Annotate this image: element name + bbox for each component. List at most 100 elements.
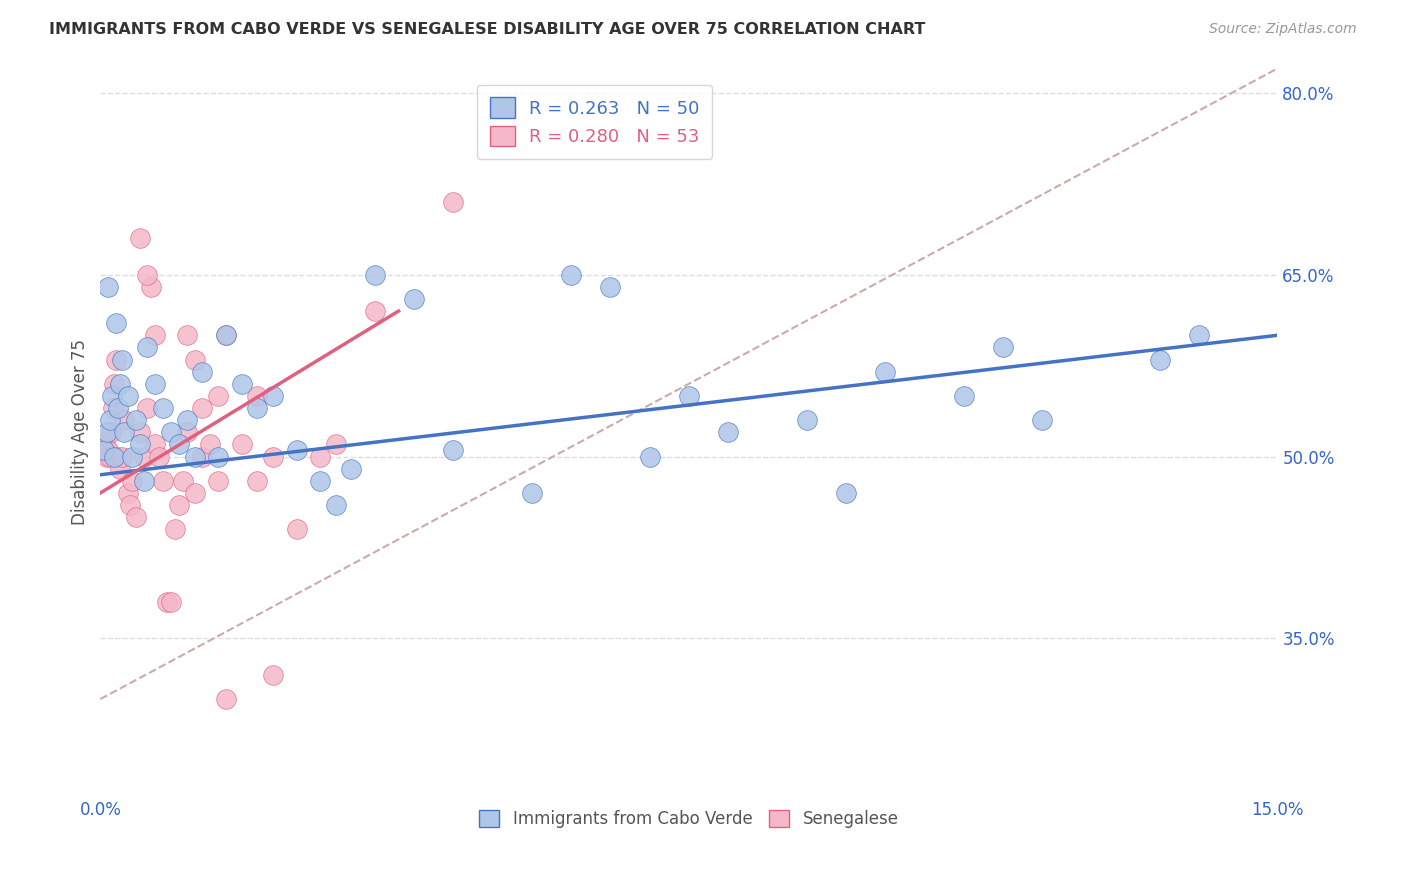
Point xyxy=(200,437,222,451)
Point xyxy=(117,486,139,500)
Point xyxy=(1149,352,1171,367)
Point xyxy=(364,304,387,318)
Point xyxy=(152,401,174,415)
Point xyxy=(160,425,183,440)
Point xyxy=(262,450,284,464)
Point xyxy=(520,486,543,500)
Point xyxy=(93,443,115,458)
Point xyxy=(100,425,122,440)
Point xyxy=(309,450,332,464)
Point xyxy=(191,450,214,464)
Point xyxy=(132,474,155,488)
Point xyxy=(246,474,269,488)
Point xyxy=(143,328,166,343)
Point xyxy=(105,352,128,367)
Point xyxy=(101,401,124,415)
Point xyxy=(183,450,205,464)
Point xyxy=(231,437,253,451)
Point xyxy=(136,268,159,282)
Point xyxy=(717,425,740,440)
Point xyxy=(325,437,347,451)
Point xyxy=(560,268,582,282)
Point xyxy=(835,486,858,500)
Point xyxy=(183,486,205,500)
Text: Source: ZipAtlas.com: Source: ZipAtlas.com xyxy=(1209,22,1357,37)
Point xyxy=(136,340,159,354)
Point xyxy=(112,425,135,440)
Point xyxy=(136,401,159,415)
Point xyxy=(1188,328,1211,343)
Point xyxy=(285,443,308,458)
Point xyxy=(107,450,129,464)
Point xyxy=(108,376,131,391)
Point xyxy=(873,365,896,379)
Point xyxy=(105,316,128,330)
Point xyxy=(1031,413,1053,427)
Point xyxy=(183,352,205,367)
Point xyxy=(96,450,118,464)
Point xyxy=(111,352,134,367)
Point xyxy=(160,595,183,609)
Point xyxy=(172,474,194,488)
Point xyxy=(215,328,238,343)
Point xyxy=(309,474,332,488)
Point xyxy=(176,328,198,343)
Point xyxy=(121,474,143,488)
Point xyxy=(443,443,465,458)
Point xyxy=(163,522,186,536)
Point xyxy=(207,474,229,488)
Point xyxy=(246,401,269,415)
Point xyxy=(404,292,426,306)
Point xyxy=(599,280,621,294)
Point xyxy=(101,389,124,403)
Point xyxy=(98,450,121,464)
Point xyxy=(325,498,347,512)
Point xyxy=(191,365,214,379)
Point xyxy=(91,443,114,458)
Point xyxy=(246,389,269,403)
Point xyxy=(128,437,150,451)
Point xyxy=(991,340,1014,354)
Point xyxy=(156,595,179,609)
Point xyxy=(128,425,150,440)
Point xyxy=(98,413,121,427)
Legend: Immigrants from Cabo Verde, Senegalese: Immigrants from Cabo Verde, Senegalese xyxy=(472,804,905,835)
Point xyxy=(207,450,229,464)
Point xyxy=(108,461,131,475)
Point xyxy=(340,461,363,475)
Point xyxy=(207,389,229,403)
Point xyxy=(141,280,163,294)
Point xyxy=(167,437,190,451)
Point xyxy=(952,389,974,403)
Point xyxy=(796,413,818,427)
Point xyxy=(262,668,284,682)
Point xyxy=(97,280,120,294)
Point xyxy=(132,450,155,464)
Point xyxy=(94,437,117,451)
Point xyxy=(443,194,465,209)
Point xyxy=(191,401,214,415)
Point xyxy=(215,692,238,706)
Point xyxy=(262,389,284,403)
Point xyxy=(143,376,166,391)
Point xyxy=(117,389,139,403)
Point xyxy=(103,376,125,391)
Point xyxy=(121,450,143,464)
Point xyxy=(97,443,120,458)
Point xyxy=(167,498,190,512)
Point xyxy=(285,522,308,536)
Point xyxy=(124,510,146,524)
Point xyxy=(678,389,700,403)
Point xyxy=(215,328,238,343)
Point xyxy=(231,376,253,391)
Point xyxy=(152,474,174,488)
Point xyxy=(107,401,129,415)
Text: IMMIGRANTS FROM CABO VERDE VS SENEGALESE DISABILITY AGE OVER 75 CORRELATION CHAR: IMMIGRANTS FROM CABO VERDE VS SENEGALESE… xyxy=(49,22,925,37)
Point xyxy=(124,413,146,427)
Point xyxy=(112,413,135,427)
Point xyxy=(638,450,661,464)
Point xyxy=(103,450,125,464)
Point xyxy=(120,498,142,512)
Y-axis label: Disability Age Over 75: Disability Age Over 75 xyxy=(72,339,89,525)
Point xyxy=(96,425,118,440)
